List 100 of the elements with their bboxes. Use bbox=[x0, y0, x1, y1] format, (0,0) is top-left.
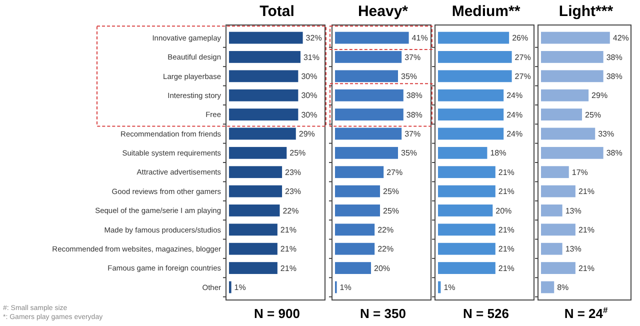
bar bbox=[541, 204, 562, 216]
bar bbox=[335, 89, 404, 102]
bar bbox=[541, 281, 554, 294]
data-label: 25% bbox=[585, 110, 602, 120]
data-label: 29% bbox=[592, 91, 608, 100]
data-label: 25% bbox=[290, 148, 306, 158]
bar bbox=[335, 70, 398, 82]
bar bbox=[438, 224, 496, 236]
chart-title: Light*** bbox=[558, 3, 614, 20]
chart-title: Heavy* bbox=[358, 3, 408, 20]
bar bbox=[541, 108, 582, 120]
bar bbox=[229, 146, 287, 159]
data-label: 8% bbox=[557, 283, 569, 292]
data-label: 18% bbox=[490, 148, 506, 158]
data-label: 41% bbox=[412, 34, 428, 43]
data-label: 37% bbox=[404, 52, 421, 62]
x-axis-title: N = 526 bbox=[463, 306, 509, 321]
bar bbox=[229, 242, 278, 255]
data-label: 38% bbox=[606, 72, 622, 81]
bar bbox=[438, 70, 512, 82]
bar bbox=[541, 128, 596, 140]
bar bbox=[438, 185, 496, 198]
bar bbox=[541, 51, 604, 63]
bar bbox=[229, 166, 282, 178]
data-label: 38% bbox=[406, 91, 422, 100]
bar bbox=[541, 185, 576, 198]
bar bbox=[541, 262, 576, 274]
data-label: 21% bbox=[280, 225, 296, 234]
data-label: 23% bbox=[285, 168, 302, 177]
bar bbox=[541, 224, 576, 236]
data-label: 22% bbox=[282, 206, 299, 216]
bar bbox=[541, 32, 610, 44]
data-label: 38% bbox=[406, 110, 422, 120]
bar bbox=[335, 262, 371, 274]
bar bbox=[335, 146, 398, 159]
data-label: 22% bbox=[378, 244, 394, 254]
data-label: 13% bbox=[565, 206, 582, 216]
bar bbox=[541, 242, 562, 255]
data-label: 29% bbox=[298, 130, 315, 139]
data-label: 38% bbox=[606, 52, 622, 62]
bar bbox=[335, 166, 384, 178]
bar bbox=[541, 146, 604, 159]
bar bbox=[438, 204, 493, 216]
data-label: 27% bbox=[514, 52, 531, 62]
data-label: 33% bbox=[598, 130, 614, 139]
bar bbox=[541, 166, 569, 178]
data-label: 21% bbox=[280, 264, 296, 273]
data-label: 25% bbox=[383, 187, 400, 196]
bar bbox=[229, 89, 298, 102]
chart-title: Medium** bbox=[452, 3, 520, 20]
bar bbox=[229, 51, 300, 63]
bar bbox=[438, 166, 496, 178]
chart-title: Total bbox=[260, 3, 294, 20]
bar bbox=[335, 128, 402, 140]
data-label: 21% bbox=[578, 187, 594, 196]
bar bbox=[438, 89, 504, 102]
data-label: 26% bbox=[512, 34, 528, 43]
data-label: 42% bbox=[612, 34, 629, 43]
data-label: 21% bbox=[498, 264, 514, 273]
data-label: 17% bbox=[572, 168, 588, 177]
data-label: 38% bbox=[606, 148, 622, 158]
bar bbox=[438, 262, 496, 274]
bar bbox=[541, 70, 604, 82]
bar bbox=[438, 32, 510, 44]
bar bbox=[541, 89, 589, 102]
bar bbox=[229, 224, 278, 236]
data-label: 35% bbox=[401, 148, 418, 158]
bar bbox=[229, 108, 298, 120]
bar bbox=[438, 146, 488, 159]
bar bbox=[335, 185, 380, 198]
bar bbox=[229, 70, 298, 82]
data-label: 31% bbox=[303, 52, 320, 62]
data-label: 30% bbox=[301, 72, 318, 81]
data-label: 21% bbox=[498, 187, 514, 196]
data-label: 13% bbox=[565, 244, 582, 254]
data-label: 20% bbox=[374, 264, 390, 273]
data-label: 21% bbox=[498, 244, 514, 254]
data-label: 1% bbox=[234, 283, 246, 292]
bar bbox=[438, 108, 504, 120]
bar bbox=[335, 51, 402, 63]
data-label: 21% bbox=[498, 168, 514, 177]
data-label: 23% bbox=[285, 187, 302, 196]
x-axis-title: N = 900 bbox=[254, 306, 300, 321]
data-label: 35% bbox=[401, 72, 418, 81]
bar bbox=[335, 108, 404, 120]
bar bbox=[438, 51, 512, 63]
data-label: 24% bbox=[506, 110, 523, 120]
data-label: 37% bbox=[404, 130, 421, 139]
bar bbox=[229, 185, 282, 198]
bar bbox=[229, 262, 278, 274]
data-label: 22% bbox=[378, 225, 394, 234]
bar bbox=[335, 224, 375, 236]
data-label: 24% bbox=[506, 91, 523, 100]
data-label: 24% bbox=[506, 130, 523, 139]
data-label: 1% bbox=[340, 283, 352, 292]
data-label: 20% bbox=[496, 206, 512, 216]
x-axis-title: N = 24$^{#}$ bbox=[564, 305, 608, 321]
data-label: 32% bbox=[306, 34, 322, 43]
data-label: 27% bbox=[514, 72, 531, 81]
data-label: 1% bbox=[444, 283, 456, 292]
